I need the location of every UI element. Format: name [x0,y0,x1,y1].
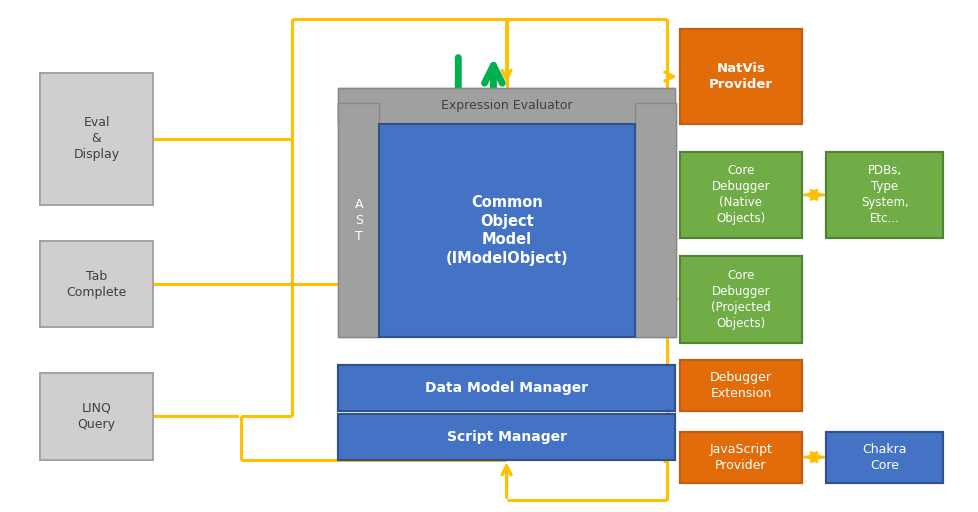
FancyBboxPatch shape [40,373,153,460]
FancyBboxPatch shape [825,432,943,483]
Text: NatVis
Provider: NatVis Provider [708,62,772,91]
FancyBboxPatch shape [679,152,801,238]
FancyBboxPatch shape [337,88,674,123]
Text: Tab
Complete: Tab Complete [67,269,126,298]
FancyBboxPatch shape [40,241,153,327]
Text: A
S
T: A S T [354,198,363,243]
Text: Eval
&
Display: Eval & Display [73,116,119,161]
Text: Core
Debugger
(Native
Objects): Core Debugger (Native Objects) [711,164,770,225]
Text: PDBs,
Type
System,
Etc...: PDBs, Type System, Etc... [860,164,908,225]
FancyBboxPatch shape [40,241,153,327]
Text: Data Model Manager: Data Model Manager [424,381,588,395]
FancyBboxPatch shape [679,256,801,343]
FancyBboxPatch shape [635,103,675,337]
FancyBboxPatch shape [825,432,943,483]
FancyBboxPatch shape [679,432,801,483]
Text: Core
Debugger
(Projected
Objects): Core Debugger (Projected Objects) [710,269,770,330]
FancyBboxPatch shape [825,152,943,238]
Text: Script Manager: Script Manager [446,430,566,444]
FancyBboxPatch shape [679,360,801,411]
FancyBboxPatch shape [337,414,674,460]
FancyBboxPatch shape [337,103,378,337]
Text: JavaScript
Provider: JavaScript Provider [709,443,772,472]
FancyBboxPatch shape [679,29,801,123]
Text: Debugger
Extension: Debugger Extension [709,371,771,400]
Text: Data Model Manager: Data Model Manager [424,381,588,395]
FancyBboxPatch shape [825,152,943,238]
Text: Eval
&
Display: Eval & Display [73,116,119,161]
FancyBboxPatch shape [378,123,635,337]
Text: Chakra
Core: Chakra Core [862,443,907,472]
Text: Script Manager: Script Manager [446,430,566,444]
Text: Chakra
Core: Chakra Core [862,443,907,472]
FancyBboxPatch shape [40,73,153,205]
Text: JavaScript
Provider: JavaScript Provider [709,443,772,472]
Text: LINQ
Query: LINQ Query [77,402,115,431]
FancyBboxPatch shape [337,414,674,460]
FancyBboxPatch shape [337,366,674,411]
FancyBboxPatch shape [679,152,801,238]
Text: Debugger
Extension: Debugger Extension [709,371,771,400]
Text: Common
Object
Model
(IModelObject): Common Object Model (IModelObject) [445,195,568,266]
Text: Tab
Complete: Tab Complete [67,269,126,298]
Text: Core
Debugger
(Projected
Objects): Core Debugger (Projected Objects) [710,269,770,330]
FancyBboxPatch shape [679,360,801,411]
FancyBboxPatch shape [40,373,153,460]
FancyBboxPatch shape [337,88,674,123]
FancyBboxPatch shape [679,256,801,343]
Text: Expression Evaluator: Expression Evaluator [440,99,572,112]
FancyBboxPatch shape [337,103,378,337]
Text: LINQ
Query: LINQ Query [77,402,115,431]
Text: Common
Object
Model
(IModelObject): Common Object Model (IModelObject) [445,195,568,266]
FancyBboxPatch shape [679,432,801,483]
Text: NatVis
Provider: NatVis Provider [708,62,772,91]
FancyBboxPatch shape [40,73,153,205]
Text: Expression Evaluator: Expression Evaluator [440,99,572,112]
Text: Core
Debugger
(Native
Objects): Core Debugger (Native Objects) [711,164,770,225]
FancyBboxPatch shape [635,103,675,337]
FancyBboxPatch shape [378,123,635,337]
FancyBboxPatch shape [337,366,674,411]
Text: PDBs,
Type
System,
Etc...: PDBs, Type System, Etc... [860,164,908,225]
Text: A
S
T: A S T [354,198,363,243]
FancyBboxPatch shape [679,29,801,123]
